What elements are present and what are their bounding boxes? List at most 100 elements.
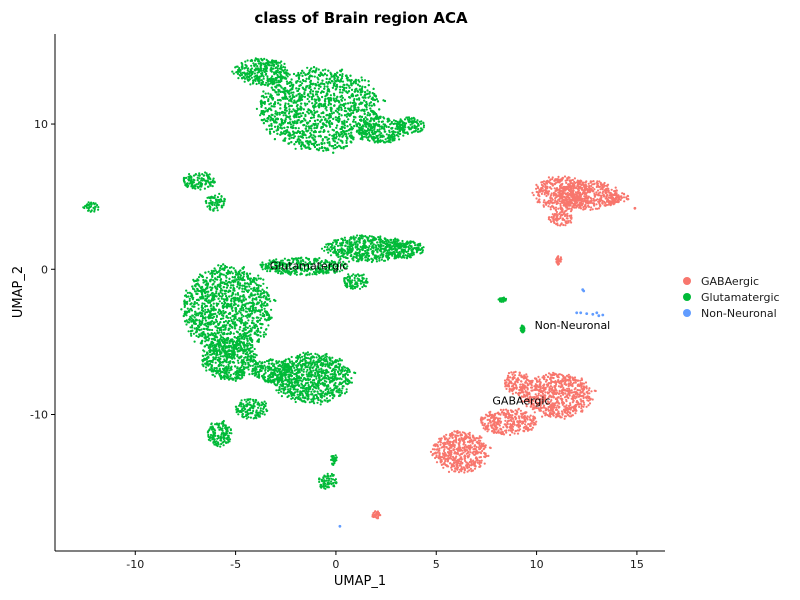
point [354, 94, 357, 97]
point [518, 374, 521, 377]
point [584, 183, 587, 186]
point [504, 385, 507, 388]
point [535, 197, 538, 200]
point [596, 189, 600, 192]
point [550, 376, 553, 379]
point [577, 196, 580, 199]
point [324, 95, 327, 98]
point [489, 421, 492, 424]
point [338, 73, 342, 77]
point [533, 377, 537, 380]
point [477, 439, 481, 442]
point [363, 99, 366, 102]
point [616, 195, 619, 198]
point [300, 93, 303, 97]
point [345, 133, 348, 136]
point [557, 257, 560, 260]
point [460, 453, 463, 456]
point [463, 454, 466, 457]
point [606, 199, 609, 202]
point [347, 129, 350, 132]
point [450, 468, 453, 471]
point [537, 200, 540, 203]
point [553, 411, 556, 414]
point [563, 417, 566, 420]
point [520, 390, 523, 393]
point [453, 461, 456, 464]
point [601, 201, 604, 205]
point [274, 101, 277, 104]
point [292, 136, 295, 139]
point [316, 118, 319, 122]
point [569, 188, 573, 191]
point [521, 376, 524, 379]
point [499, 427, 502, 431]
point [569, 181, 572, 184]
point [343, 83, 346, 87]
point [292, 124, 295, 127]
point [507, 412, 510, 415]
point [460, 456, 463, 459]
point [454, 467, 457, 470]
point [264, 107, 267, 110]
point [595, 199, 598, 202]
point [353, 124, 356, 128]
point [292, 91, 295, 94]
point [327, 88, 330, 91]
point [301, 136, 304, 139]
point [566, 379, 570, 382]
point [453, 444, 456, 447]
point [355, 98, 359, 101]
point [496, 412, 499, 415]
point [302, 79, 305, 82]
point [542, 201, 545, 204]
point [593, 389, 596, 392]
point [537, 401, 540, 405]
point [600, 196, 603, 199]
point [580, 405, 583, 408]
point [277, 90, 280, 93]
point [438, 453, 441, 456]
point [614, 200, 618, 204]
point [561, 182, 564, 185]
point [523, 375, 527, 378]
point [448, 452, 451, 455]
point [507, 374, 510, 377]
point [583, 403, 586, 406]
point [555, 215, 558, 218]
point [555, 392, 558, 395]
point [436, 445, 439, 448]
point [364, 86, 367, 89]
point [512, 410, 515, 413]
point [332, 151, 335, 154]
point [557, 373, 560, 376]
point [309, 88, 313, 91]
point [296, 130, 299, 133]
point [431, 448, 434, 451]
cluster-gabaergic-8 [429, 429, 492, 474]
point [536, 185, 539, 188]
point [518, 371, 521, 375]
point [571, 406, 574, 409]
chart-title: class of Brain region ACA [254, 9, 468, 27]
point [560, 382, 563, 385]
point [570, 207, 573, 211]
point [561, 201, 564, 204]
point [536, 403, 539, 407]
point [328, 99, 331, 102]
point [595, 193, 598, 196]
point [559, 211, 562, 214]
point [347, 132, 350, 135]
point [335, 131, 338, 134]
point [273, 115, 276, 118]
point [319, 115, 322, 118]
point [456, 431, 459, 435]
point [523, 400, 526, 403]
point [556, 178, 560, 181]
point [345, 139, 348, 142]
point [276, 132, 279, 135]
point [328, 78, 331, 81]
point [540, 189, 543, 192]
point [305, 136, 308, 139]
point [375, 98, 378, 101]
